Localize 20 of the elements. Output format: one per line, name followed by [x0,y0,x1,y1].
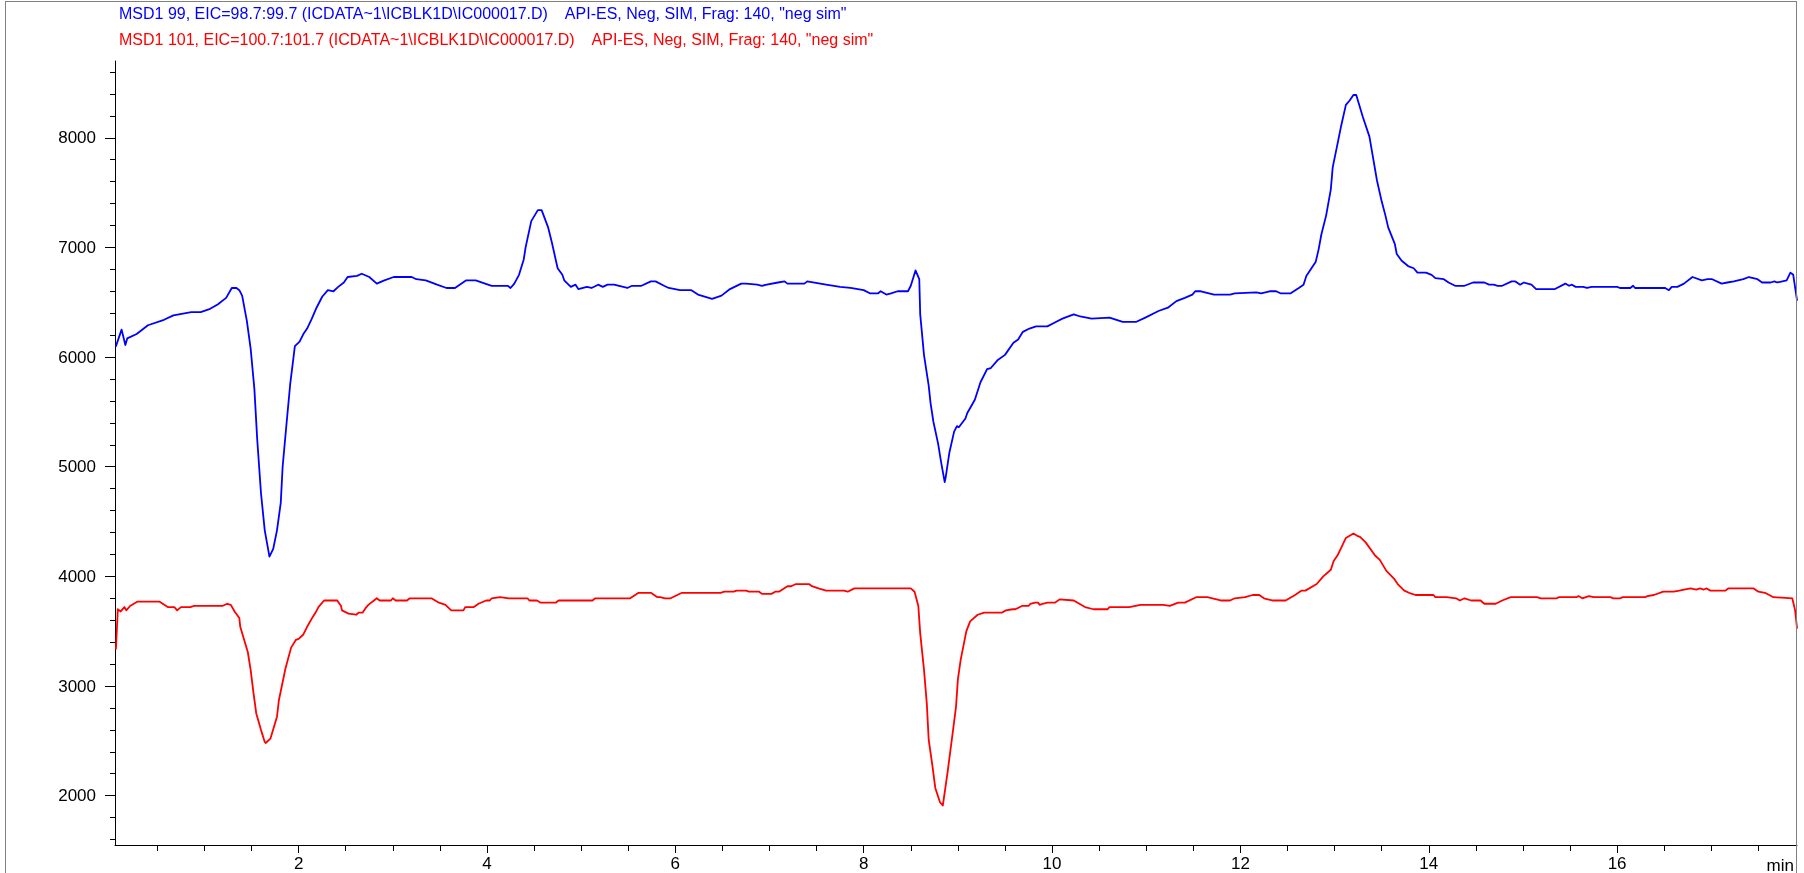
y-tick-label: 3000 [58,676,96,696]
line-series [115,532,1798,807]
text: MSD1 99, EIC=98.7:99.7 (ICDATA~1\ICBLK1D\IC000017.D) API-ES, Neg, SIM, Frag: 140, "neg sim" [119,4,847,22]
x-tick-label: 8 [858,854,869,873]
line-series [115,94,1798,558]
y-tick-label: 6000 [58,347,96,367]
text: MSD1 101, EIC=100.7:101.7 (ICDATA~1\ICBLK1D\IC000017.D) API-ES, Neg, SIM, Frag: 140, "neg sim" [119,30,874,48]
y-tick-label: 5000 [58,457,96,477]
y-tick-label: 4000 [58,566,96,586]
x-tick-label: 6 [670,854,681,873]
y-tick-label: 2000 [58,786,96,806]
x-tick-label: 16 [1607,854,1627,873]
x-tick-label: 14 [1419,854,1439,873]
x-axis-title: min [1766,856,1794,873]
y-tick-label: 8000 [58,128,96,148]
x-tick-label: 4 [482,854,492,873]
x-tick-label: 2 [293,854,304,873]
x-tick-label: 10 [1042,854,1062,873]
x-tick-label: 12 [1230,854,1250,873]
y-tick-label: 7000 [58,237,96,257]
